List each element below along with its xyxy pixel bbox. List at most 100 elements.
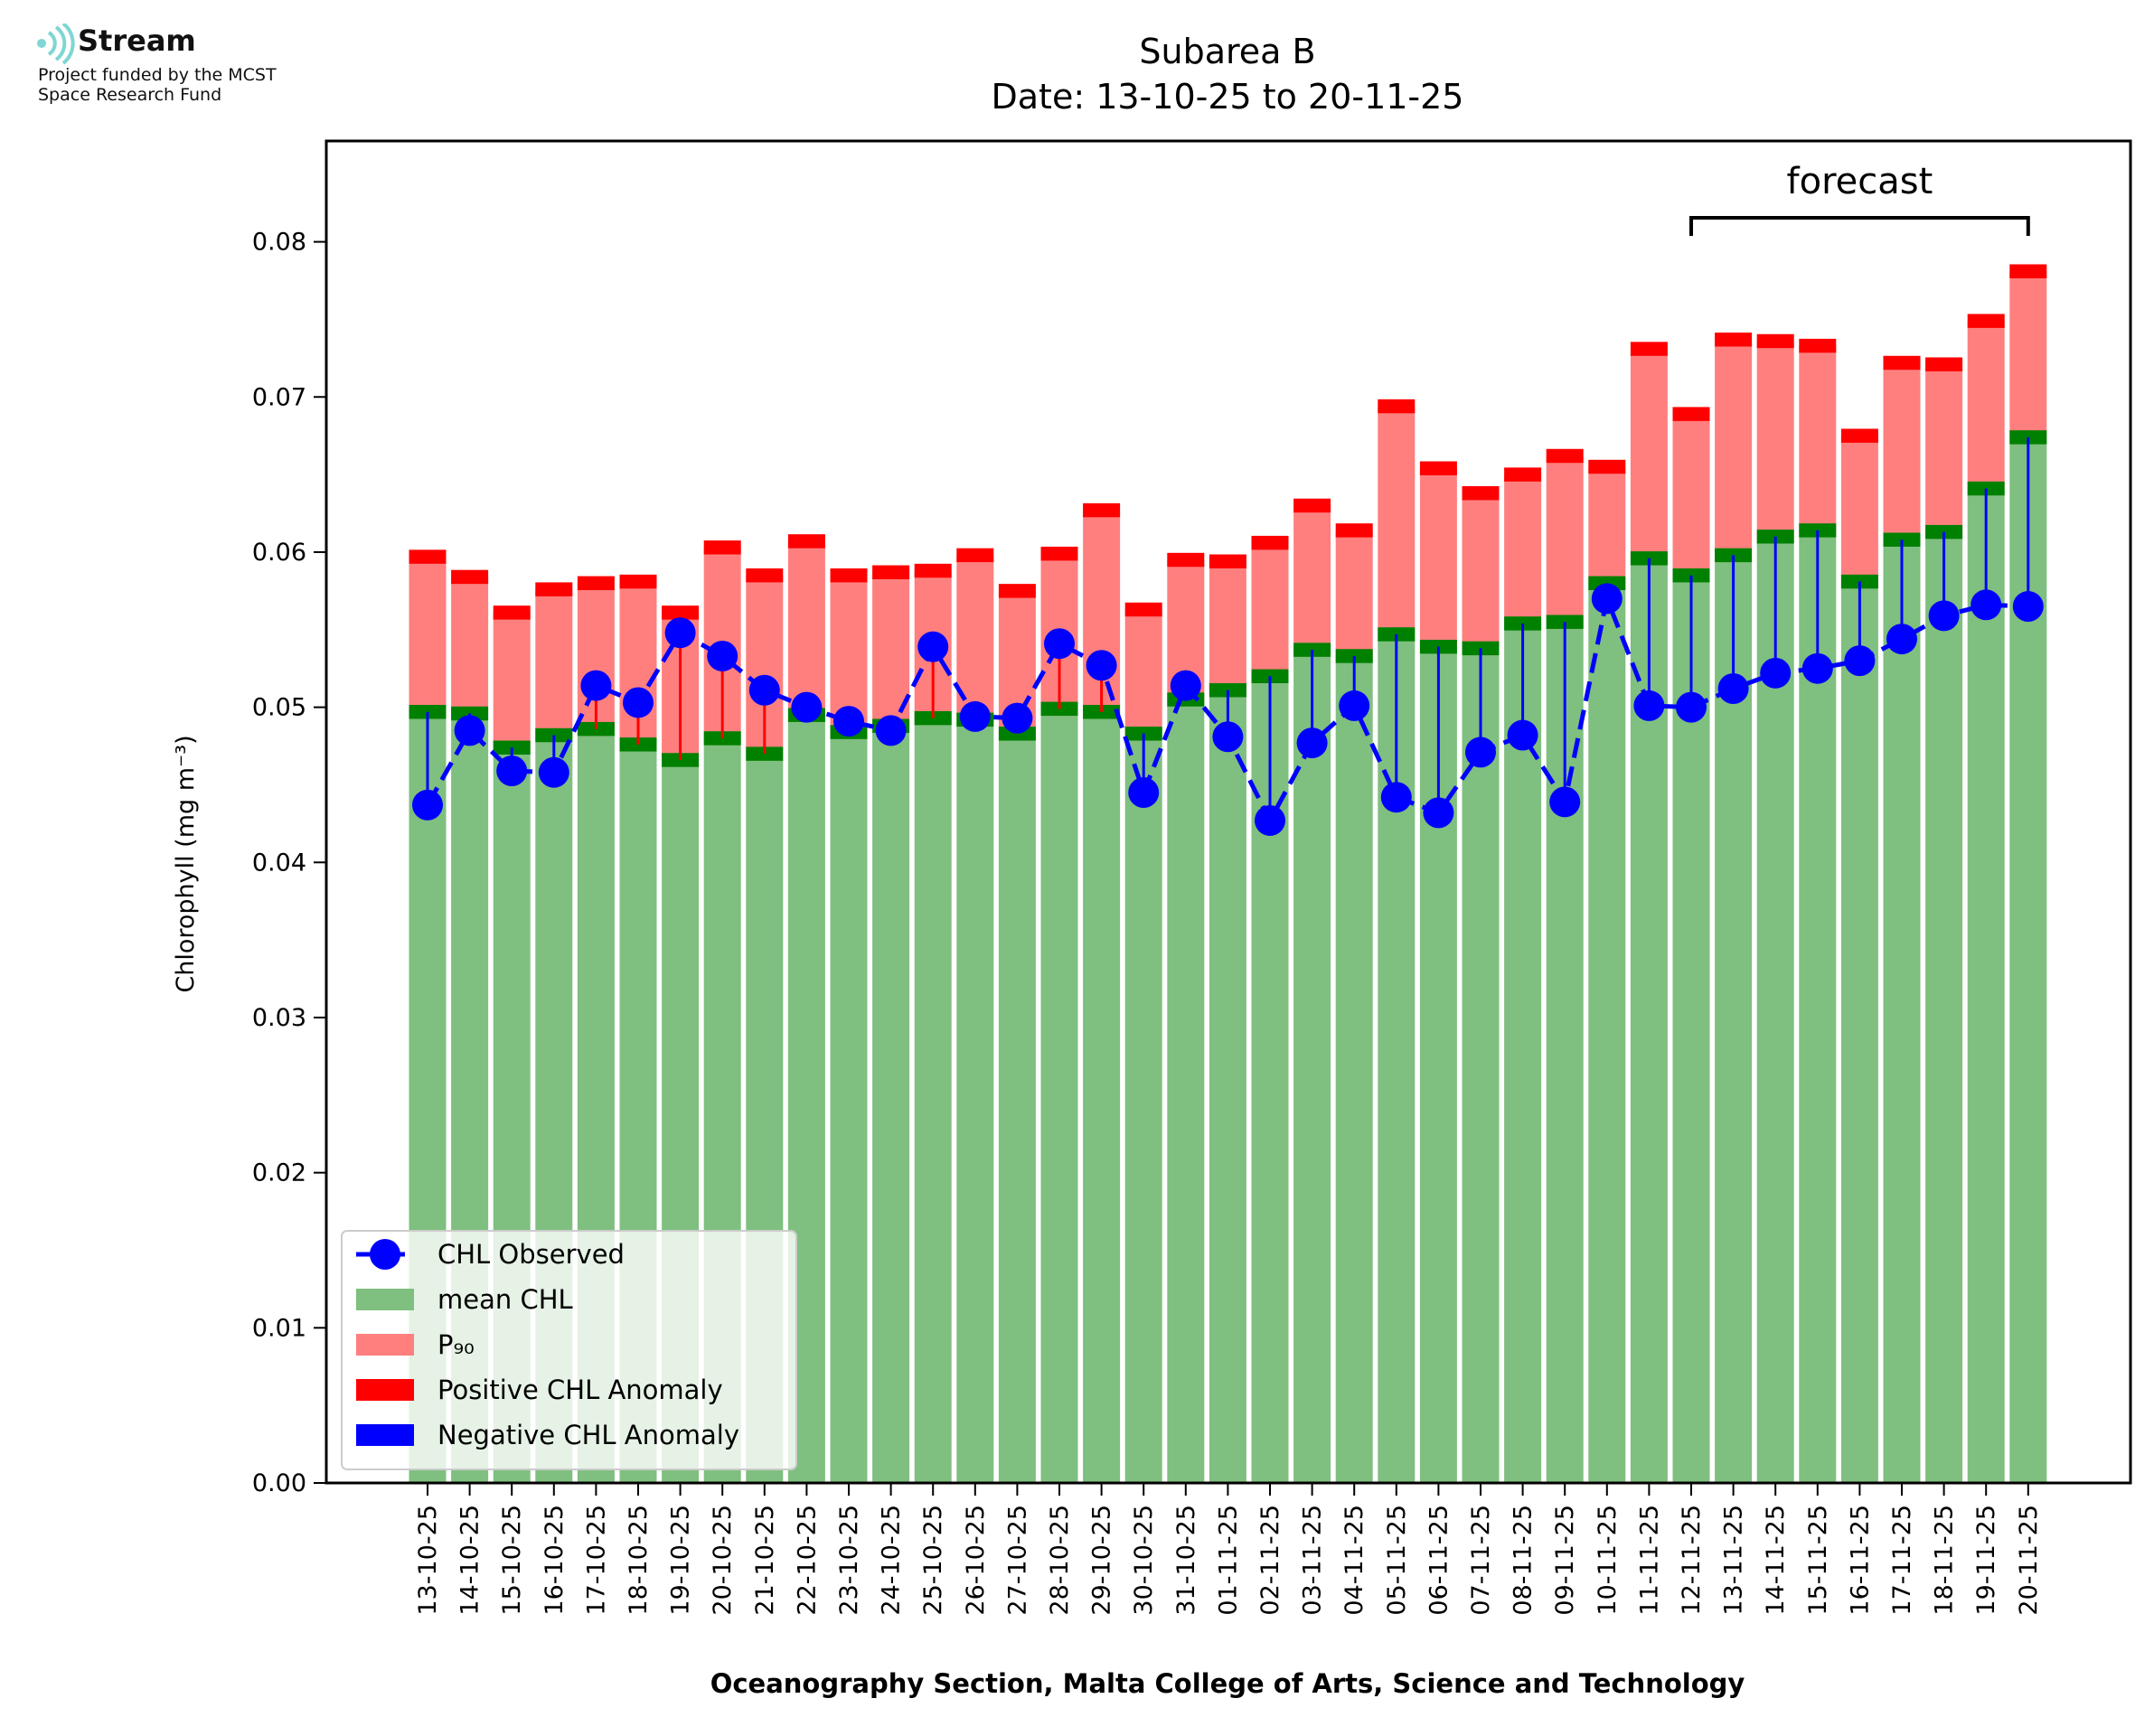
x-tick-label: 03-11-25 [1299, 1505, 1327, 1616]
p90-bar [1967, 321, 2005, 489]
mean-chl-band [1672, 568, 1710, 583]
chl-observed-point [1423, 797, 1454, 829]
p90-band [1799, 338, 1837, 353]
x-tick-label: 18-11-25 [1931, 1505, 1959, 1616]
p90-band [1462, 485, 1500, 501]
chl-observed-point [1676, 691, 1707, 723]
y-tick-label: 0.07 [252, 383, 306, 411]
p90-band [1293, 498, 1331, 513]
y-tick-label: 0.00 [252, 1469, 306, 1497]
legend-label: P₉₀ [437, 1329, 475, 1360]
p90-bar [872, 572, 910, 727]
mean-chl-bar [1883, 540, 1921, 1484]
x-tick-label: 21-10-25 [751, 1505, 779, 1616]
chl-observed-point [2012, 591, 2044, 623]
p90-bar [493, 612, 531, 748]
mean-chl-bar [1293, 650, 1331, 1483]
mean-chl-bar [1799, 530, 1837, 1484]
p90-bar [1462, 493, 1500, 649]
plot-area-frame [325, 139, 2132, 1485]
x-tick-label: 11-11-25 [1635, 1505, 1663, 1616]
chl-observed-point [1801, 652, 1833, 684]
chl-observed-point [1844, 645, 1876, 677]
chl-observed-point [1128, 777, 1160, 809]
x-tick-label: 16-11-25 [1846, 1505, 1874, 1616]
p90-band [1925, 357, 1963, 371]
p90-bar [1209, 561, 1246, 690]
p90-band [746, 568, 784, 583]
x-tick-label: 12-11-25 [1678, 1505, 1706, 1616]
p90-band [662, 605, 700, 620]
x-axis-label: Oceanography Section, Malta College of A… [710, 1668, 1745, 1699]
p90-band [1504, 467, 1542, 482]
p90-band [1967, 314, 2005, 328]
p90-bar [1799, 345, 1837, 530]
x-tick-label: 15-10-25 [498, 1505, 526, 1616]
mean-chl-bar [1083, 711, 1121, 1483]
x-tick-label: 31-10-25 [1172, 1505, 1200, 1616]
y-tick-label: 0.05 [252, 694, 306, 722]
legend-label: mean CHL [437, 1284, 573, 1315]
mean-chl-bar [914, 718, 952, 1483]
p90-band [1378, 399, 1416, 414]
p90-bar [535, 589, 573, 736]
y-tick-label: 0.06 [252, 539, 306, 567]
y-tick-label: 0.02 [252, 1159, 306, 1187]
chl-observed-point [1760, 657, 1792, 689]
mean-chl-bar [1672, 575, 1710, 1483]
stream-waves-icon [37, 23, 75, 65]
p90-bar [1335, 530, 1373, 656]
mean-chl-bar [830, 732, 868, 1483]
legend-box [341, 1230, 797, 1470]
x-tick-label: 19-11-25 [1972, 1505, 2000, 1616]
p90-bar [1378, 406, 1416, 634]
chart-subtitle: Date: 13-10-25 to 20-11-25 [992, 77, 1464, 117]
p90-band [998, 584, 1036, 598]
x-tick-label: 09-11-25 [1551, 1505, 1579, 1616]
p90-band [2009, 264, 2047, 278]
chl-observed-point [959, 700, 991, 732]
p90-bar [2009, 271, 2047, 437]
p90-band [577, 576, 615, 591]
x-tick-label: 28-10-25 [1046, 1505, 1074, 1616]
p90-band [1209, 554, 1246, 568]
x-tick-label: 17-10-25 [582, 1505, 610, 1616]
p90-bar [1124, 609, 1162, 734]
x-tick-label: 23-10-25 [835, 1505, 863, 1616]
chl-observed-point [917, 631, 949, 662]
x-tick-label: 04-11-25 [1340, 1505, 1369, 1616]
mean-chl-bar [1756, 536, 1794, 1483]
legend-swatch [356, 1424, 414, 1446]
mean-chl-bar [1925, 531, 1963, 1483]
p90-bar [1925, 364, 1963, 532]
forecast-label: forecast [1787, 161, 1933, 202]
mean-chl-bar [956, 719, 994, 1483]
p90-bar [1840, 436, 1878, 582]
chl-observed-point [1886, 624, 1917, 655]
x-tick-label: 22-10-25 [793, 1505, 821, 1616]
p90-bar [1504, 474, 1542, 624]
p90-band [451, 569, 489, 585]
chl-observed-point [454, 715, 485, 746]
forecast-bracket [1689, 216, 2030, 236]
logo-brand: Stream [78, 23, 196, 58]
p90-band [1840, 428, 1878, 443]
chl-observed-point [538, 756, 569, 788]
p90-band [1630, 342, 1668, 356]
chl-observed-point [875, 715, 907, 746]
chl-observed-point [748, 674, 780, 706]
x-tick-label: 10-11-25 [1594, 1505, 1622, 1616]
x-tick-label: 19-10-25 [667, 1505, 695, 1616]
mean-chl-band [1251, 669, 1289, 684]
p90-band [535, 582, 573, 596]
p90-band [1251, 535, 1289, 550]
chl-observed-point [1507, 719, 1538, 751]
chl-observed-point [1717, 673, 1749, 705]
x-tick-label: 24-10-25 [878, 1505, 906, 1616]
legend-label: CHL Observed [437, 1239, 625, 1270]
mean-chl-band [1630, 551, 1668, 566]
mean-chl-bar [1040, 708, 1078, 1483]
x-tick-label: 27-10-25 [1003, 1505, 1031, 1616]
x-tick-label: 14-10-25 [456, 1505, 484, 1616]
